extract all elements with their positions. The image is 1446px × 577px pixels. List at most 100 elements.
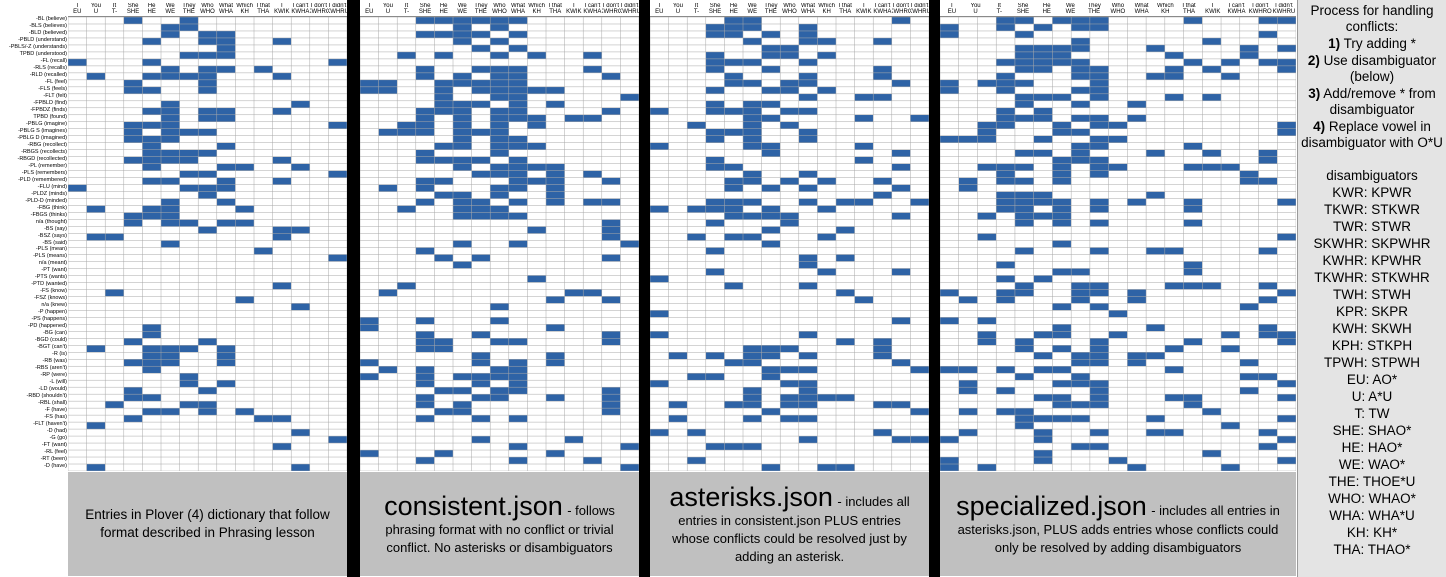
grid-cell-filled [527,51,546,59]
column-header-pronoun: Which [1156,3,1174,9]
grid-cell-filled [1089,352,1109,360]
grid-cell-filled [508,359,528,367]
grid-cell-filled [854,142,874,150]
grid-cell-filled [1183,268,1203,276]
grid-cell-filled [1258,30,1278,38]
grid-cell-filled [546,170,565,178]
grid-cell-filled [817,177,836,185]
grid-cell-filled [123,219,143,227]
grid-cell-filled [453,135,472,143]
column-header-pronoun: He [147,3,156,9]
row-label: -FS (has) [44,414,67,421]
grid-cell-filled [360,373,379,381]
grid-cell-filled [1033,135,1053,143]
grid-cell-filled [940,86,959,94]
column-header-stroke: KWIK [566,9,582,15]
grid-cell-filled [1033,107,1053,115]
grid-cell-filled [1108,163,1128,171]
grid-cell-filled [817,86,836,94]
grid-cell-filled [836,254,855,262]
process-step: 3) Add/remove * from disambiguator [1298,86,1446,118]
grid-cell-filled [873,177,892,185]
grid-cell-filled [1033,93,1053,101]
row-label: -PT (want) [41,267,67,274]
grid-cell-filled [761,226,781,234]
grid-cell-filled [1183,261,1203,269]
grid-cell-filled [1258,324,1278,332]
step-text: Try adding * [1343,36,1416,51]
grid-cell-filled [583,114,602,122]
grid-cell-filled [977,338,997,346]
grid-cell-filled [705,352,725,360]
grid-cell-filled [272,177,292,185]
grid-cell-filled [817,37,836,45]
grid-cell-filled [873,65,892,73]
grid-cell-filled [161,345,180,353]
grid-cell-filled [1052,17,1072,24]
grid-cell-filled [601,394,621,402]
grid-cell-filled [705,128,725,136]
grid-cell-filled [142,394,161,402]
specialized-panel: I EU You U It T- She SHE He HE We WE They THE Who WHO Wh… [940,0,1297,577]
column-header: I EU [940,3,964,15]
grid-cell-filled [1202,149,1222,157]
row-label: -L (will) [49,379,67,386]
column-header: It T- [105,3,124,15]
column-header-pronoun: What [219,3,234,9]
grid-cell-filled [291,464,310,471]
grid-cell-filled [161,149,180,157]
grid-cell-filled [198,86,217,94]
grid-cell-filled [780,366,799,374]
grid-cell-filled [1014,58,1034,66]
grid-cell-filled [1164,429,1184,437]
grid-cell-filled [977,135,997,143]
grid-cell-filled [1014,93,1034,101]
grid-cell-filled [761,100,781,108]
grid-cell-filled [705,198,725,206]
grid-cell-filled [1089,429,1109,437]
grid-cell-filled [668,415,688,423]
grid-svg [940,17,1296,471]
grid-cell-filled [705,373,725,381]
grid-cell-filled [1202,93,1222,101]
grid-cell-filled [1202,37,1222,45]
grid-cell-filled [817,394,836,402]
grid-cell-filled [1014,100,1034,108]
grid-cell-filled [1258,247,1278,255]
grid-cell-filled [123,415,143,423]
grid-cell-filled [1258,296,1278,304]
grid-cell-filled [1071,58,1090,66]
row-label: -PBLS/-Z (understands) [8,43,67,50]
column-header: Who WHO [1106,3,1130,15]
column-header-pronoun: He [1042,3,1051,9]
grid-cell-filled [601,408,621,416]
grid-cell-filled [761,30,781,38]
grid-cell-filled [360,359,379,367]
grid-cell-filled [161,114,180,122]
grid-cell-filled [798,254,818,262]
grid-cell-filled [724,79,743,87]
grid-cell-filled [1052,198,1072,206]
grid-cell-filled [1127,289,1147,297]
grid-cell-filled [1258,177,1278,185]
grid-cell-filled [836,289,855,297]
grid-cell-filled [142,156,161,164]
grid-cell-filled [780,107,799,115]
column-header-pronoun: They [1087,3,1101,9]
column-header: I EU [650,3,669,15]
column-header: Who WHO [780,3,799,15]
grid-cell-filled [378,366,398,374]
grid-cell-filled [1164,345,1184,353]
row-label: -PD (happened) [27,323,67,330]
disambiguator-item: TKWR: STKWR [1324,202,1420,217]
grid-cell-filled [583,198,602,206]
grid-cell-filled [650,275,669,283]
grid-cell-filled [1071,289,1090,297]
grid-cell-filled [142,121,161,129]
column-header: You U [379,3,398,15]
grid-cell-filled [490,37,509,45]
grid-cell-filled [1277,394,1296,402]
grid-cell-filled [761,86,781,94]
